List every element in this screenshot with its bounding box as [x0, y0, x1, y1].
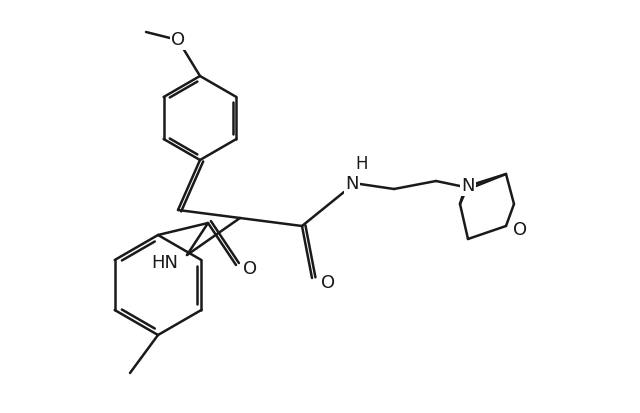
Text: O: O — [513, 221, 527, 239]
Text: N: N — [345, 175, 359, 193]
Text: N: N — [461, 177, 475, 195]
Text: HN: HN — [152, 254, 179, 272]
Text: O: O — [171, 31, 185, 49]
Text: H: H — [356, 155, 368, 173]
Text: O: O — [243, 260, 257, 278]
Text: O: O — [321, 274, 335, 292]
